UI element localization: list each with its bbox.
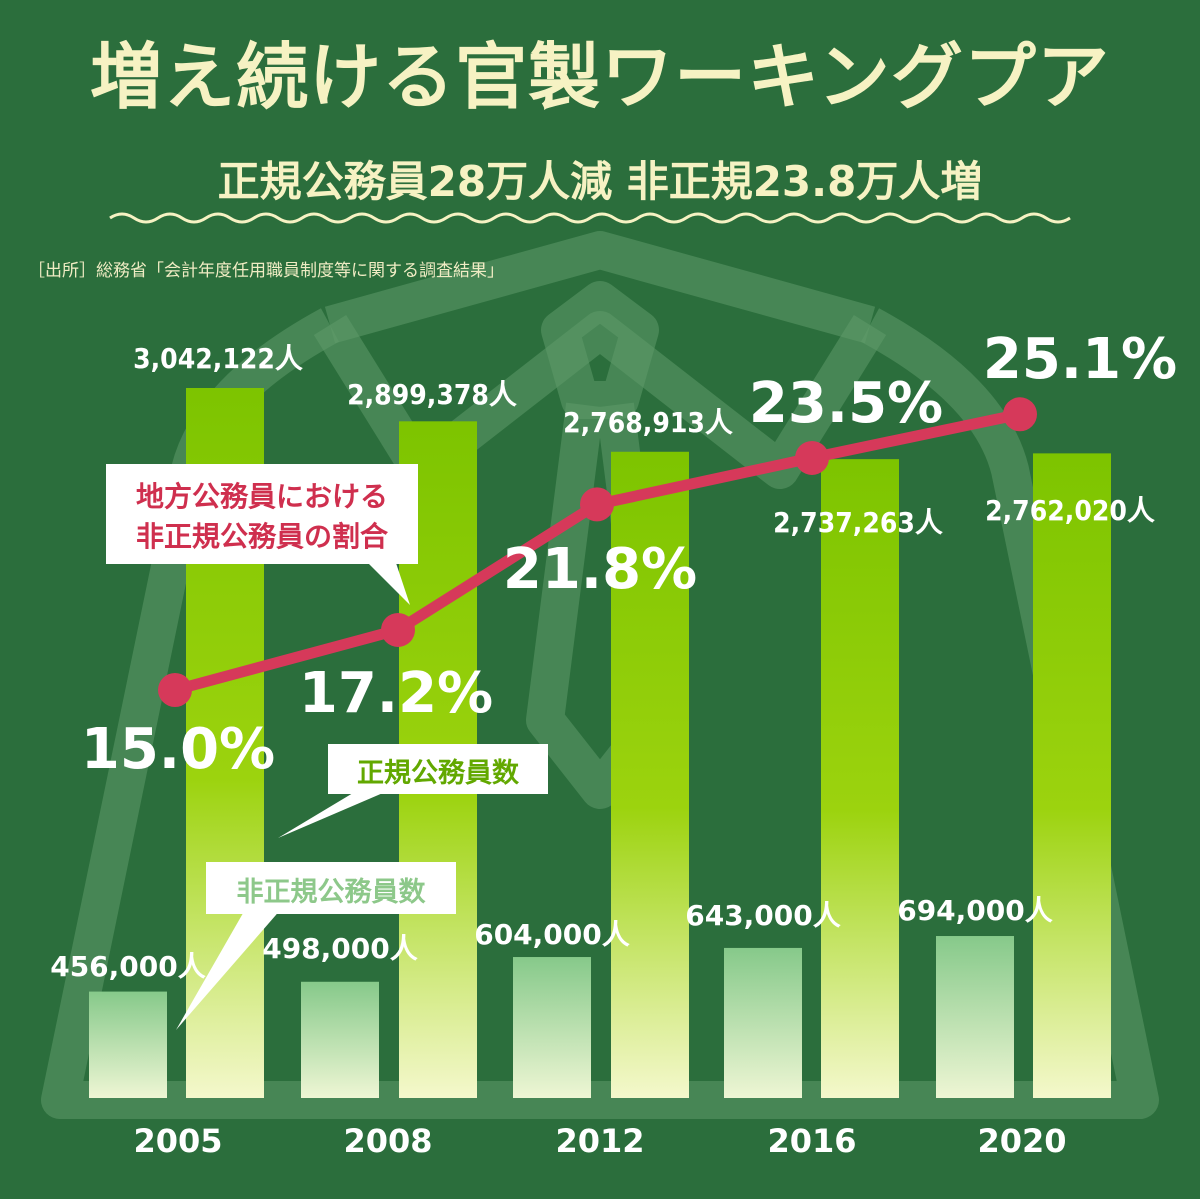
ratio-point-2005 (158, 673, 192, 707)
year-label-2005: 2005 (133, 1122, 222, 1160)
nonregular-bar-2012 (513, 957, 591, 1098)
ratio-point-2020 (1003, 397, 1037, 432)
ratio-legend-callout: 地方公務員における 非正規公務員の割合 (106, 464, 418, 605)
chart-subtitle: 正規公務員28万人減 非正規23.8万人増 (217, 157, 983, 206)
nonregular-value-label-2012: 604,000人 (474, 918, 630, 951)
regular-bar-2020 (1033, 453, 1111, 1098)
ratio-value-label-2016: 23.5% (749, 371, 943, 436)
nonregular-value-label-2016: 643,000人 (685, 899, 841, 932)
source-note: ［出所］総務省「会計年度任用職員制度等に関する調査結果」 (28, 261, 504, 281)
nonregular-bar-2020 (936, 936, 1014, 1098)
ratio-value-label-2012: 21.8% (503, 537, 697, 602)
nonregular-legend-label: 非正規公務員数 (237, 877, 427, 908)
ratio-legend-line2: 非正規公務員の割合 (136, 520, 389, 553)
nonregular-bar-2016 (724, 947, 802, 1098)
regular-value-label-2020: 2,762,020人 (985, 494, 1155, 527)
shirt-silhouette-icon (41, 231, 1159, 1119)
subtitle-wavy-underline (109, 212, 1071, 224)
chart-title: 増え続ける官製ワーキングプア (90, 35, 1110, 119)
ratio-point-2008 (381, 612, 415, 647)
nonregular-legend-callout: 非正規公務員数 (176, 862, 456, 1030)
x-axis-year-labels: 2005 2008 2012 2016 2020 (133, 1122, 1066, 1160)
ratio-point-2016 (795, 440, 829, 475)
nonregular-bar-2005 (89, 991, 167, 1098)
year-label-2008: 2008 (343, 1122, 432, 1160)
nonregular-bars (89, 936, 1014, 1098)
year-label-2016: 2016 (767, 1122, 856, 1160)
year-label-2012: 2012 (555, 1122, 644, 1160)
regular-legend-label: 正規公務員数 (357, 758, 520, 789)
regular-value-label-2005: 3,042,122人 (133, 342, 303, 375)
regular-bar-2012 (611, 451, 689, 1098)
nonregular-bar-2008 (301, 981, 379, 1098)
regular-value-label-2012: 2,768,913人 (563, 406, 733, 439)
nonregular-value-label-2005: 456,000人 (50, 950, 206, 983)
ratio-line-series (158, 397, 1037, 707)
ratio-value-labels: 15.0% 17.2%21.8% 23.5% 25.1% (81, 327, 1177, 782)
ratio-value-label-2005: 15.0% (81, 717, 275, 782)
nonregular-value-label-2008: 498,000人 (262, 932, 418, 965)
regular-value-label-2016: 2,737,263人 (773, 506, 943, 539)
regular-legend-callout: 正規公務員数 (278, 744, 548, 838)
ratio-value-label-2020: 25.1% (983, 327, 1177, 392)
year-label-2020: 2020 (977, 1122, 1066, 1160)
ratio-value-label-2008: 17.2% (299, 661, 493, 726)
regular-bar-2016 (821, 459, 899, 1098)
regular-value-labels: 3,042,122人 2,899,378人 2,768,913人 2,737,263人… (133, 342, 1155, 539)
nonregular-value-label-2020: 694,000人 (897, 894, 1053, 927)
ratio-legend-line1: 地方公務員における (136, 480, 388, 513)
regular-value-label-2008: 2,899,378人 (347, 378, 517, 411)
ratio-point-2012 (580, 487, 614, 522)
nonregular-value-labels: 456,000人 498,000人 604,000人 643,000人 694,000人 (50, 894, 1053, 983)
